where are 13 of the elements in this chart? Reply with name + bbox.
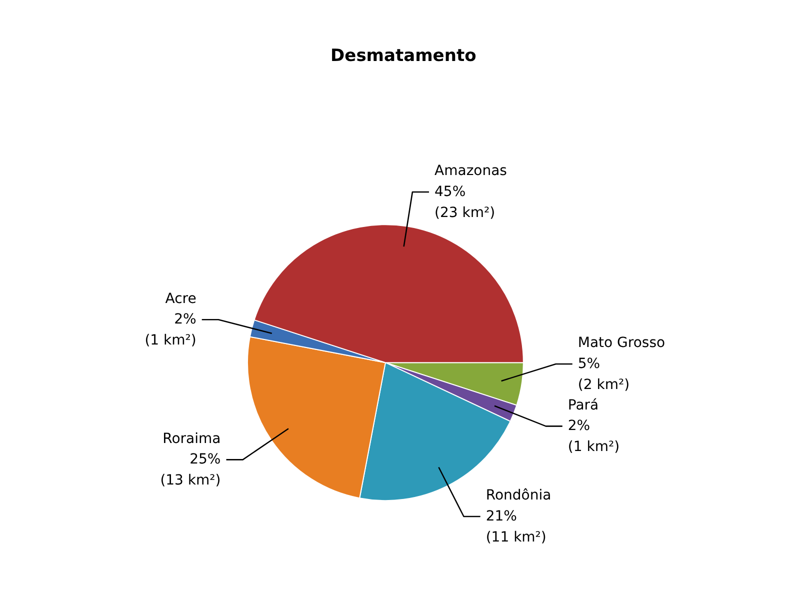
data-label: 5% (2 km²) <box>578 356 630 393</box>
slice-label: Rondônia <box>486 488 552 504</box>
slice-label: Amazonas <box>434 163 507 180</box>
slice-label: Roraima <box>162 430 221 447</box>
data-label: 25% (13 km²) <box>160 452 221 488</box>
data-label: 2% (1 km²) <box>568 418 620 455</box>
data-label: 45% (23 km²) <box>434 184 496 221</box>
data-label: 21% (11 km²) <box>486 508 546 546</box>
slice-label: Pará <box>568 397 599 414</box>
slice-label: Mato Grosso <box>578 335 666 352</box>
chart-title: Desmatamento <box>330 46 476 66</box>
slice-label: Acre <box>165 290 196 307</box>
data-label: 2% (1 km²) <box>144 312 196 348</box>
